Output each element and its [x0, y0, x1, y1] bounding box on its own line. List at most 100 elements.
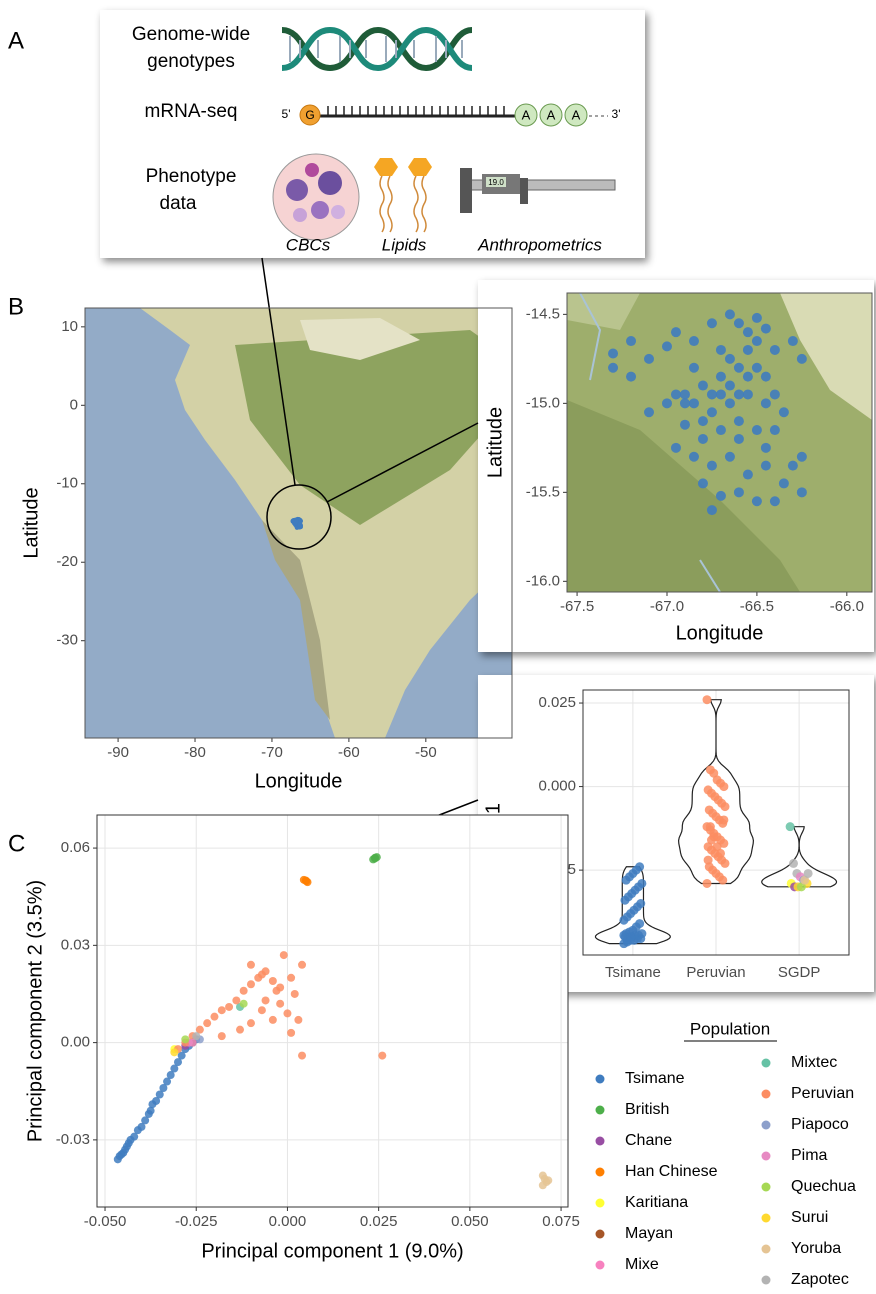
legend-label: Karitiana [625, 1194, 688, 1211]
mrna-end: 5' [282, 107, 291, 121]
legend-swatch [595, 1105, 605, 1115]
y-tick-label: 0.03 [61, 936, 90, 953]
pc-point [261, 996, 270, 1005]
violin-point [803, 868, 813, 878]
pc-point [236, 1025, 245, 1034]
y-tick-label: -16.0 [526, 572, 560, 589]
legend-swatch [595, 1260, 605, 1270]
base: A [522, 107, 531, 122]
site-point [297, 521, 302, 527]
pc-point [210, 1012, 219, 1021]
site-point [751, 496, 762, 507]
site-point [769, 389, 780, 400]
pc-point [279, 951, 288, 960]
site-point [742, 327, 753, 338]
legend-swatch [595, 1074, 605, 1084]
site-point [733, 389, 744, 400]
violin-point [705, 822, 715, 832]
pc-point [246, 980, 255, 989]
pc-point [163, 1077, 172, 1086]
legend-swatch [761, 1151, 771, 1161]
legend-label: Zapotec [791, 1271, 849, 1288]
site-point [661, 398, 672, 409]
violin-point [719, 815, 729, 825]
y-axis-title: Principal component 2 (3.5%) [24, 880, 46, 1142]
legend-label: Mixtec [791, 1054, 837, 1071]
y-tick-label: 0.000 [538, 778, 576, 795]
y-tick-label: -15.5 [526, 483, 560, 500]
pc-point [177, 1051, 186, 1060]
site-point [751, 312, 762, 323]
pc-point [276, 999, 285, 1008]
legend-label: British [625, 1101, 669, 1118]
pc-point [159, 1084, 168, 1093]
site-point [742, 344, 753, 355]
site-point [670, 389, 681, 400]
site-point [787, 460, 798, 471]
site-point [724, 398, 735, 409]
site-point [706, 389, 717, 400]
site-point [670, 327, 681, 338]
y-tick-label: 0.025 [538, 694, 576, 711]
pc-point [130, 1132, 139, 1141]
row-label: data [160, 193, 197, 214]
pc-point [371, 854, 380, 863]
x-tick-label: -70 [261, 744, 283, 761]
site-point [742, 389, 753, 400]
site-point [760, 398, 771, 409]
y-tick-label: 0.06 [61, 839, 90, 856]
pc-point [195, 1025, 204, 1034]
pc-point [155, 1090, 164, 1099]
site-point [796, 487, 807, 498]
site-point [697, 433, 708, 444]
panel-label: A [8, 27, 24, 54]
site-point [778, 407, 789, 418]
site-point [778, 478, 789, 489]
dna-helix [281, 26, 473, 72]
legend-swatch [595, 1229, 605, 1239]
x-axis-title: Principal component 1 (9.0%) [201, 1240, 463, 1262]
x-axis-title: Longitude [255, 770, 343, 792]
caliper-reading: 19.0 [488, 178, 504, 187]
site-point [724, 309, 735, 320]
legend-swatch [761, 1120, 771, 1130]
pc-point [217, 1032, 226, 1041]
cbc-icon [272, 153, 360, 241]
site-point [733, 318, 744, 329]
panel-a: Genome-wide genotypes mRNA-seq Phenotype… [100, 10, 645, 258]
x-tick-label: 0.025 [360, 1213, 398, 1230]
legend-label: Han Chinese [625, 1163, 718, 1180]
plot-border [96, 814, 569, 1208]
x-tick-label: -60 [338, 744, 360, 761]
legend-swatch [761, 1182, 771, 1192]
site-point [796, 353, 807, 364]
site-point [742, 371, 753, 382]
site-point [724, 451, 735, 462]
violin-point [703, 855, 713, 865]
violin-point [785, 822, 795, 832]
x-tick-label: -0.050 [84, 1213, 127, 1230]
legend-label: Mayan [625, 1225, 673, 1242]
site-point [724, 353, 735, 364]
site-point [706, 318, 717, 329]
pc-point [152, 1096, 161, 1105]
legend-label: Yoruba [791, 1240, 841, 1257]
pc-point [141, 1116, 150, 1125]
pc-point [257, 1006, 266, 1015]
site-point [688, 362, 699, 373]
x-tick-label: SGDP [778, 964, 821, 981]
pc-point [290, 989, 299, 998]
plot-background [97, 815, 568, 1207]
violin-point [712, 842, 722, 852]
pc-point [272, 986, 281, 995]
pc-point [298, 960, 307, 969]
row-label: Phenotype [146, 166, 237, 187]
site-point [769, 496, 780, 507]
x-tick-label: -0.025 [175, 1213, 218, 1230]
mrna-end: 3' [612, 107, 621, 121]
x-tick-label: Peruvian [686, 964, 745, 981]
site-point [706, 460, 717, 471]
site-point [760, 460, 771, 471]
violin-point [635, 862, 645, 872]
violin-point [637, 929, 647, 939]
